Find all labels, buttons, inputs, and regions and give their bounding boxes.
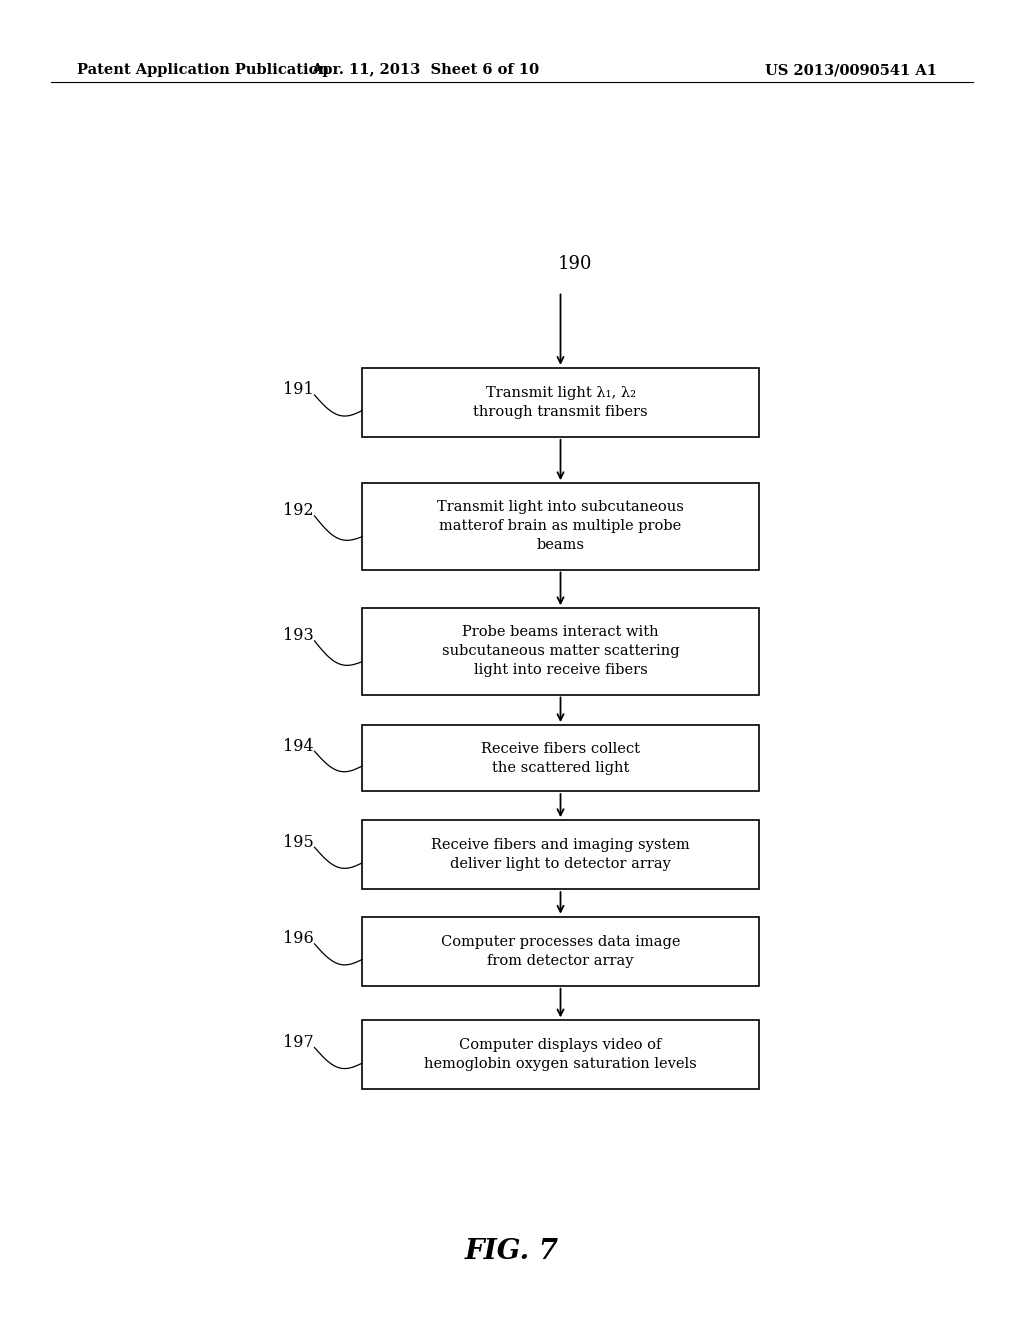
Text: Transmit light into subcutaneous
matterof brain as multiple probe
beams: Transmit light into subcutaneous mattero… [437,500,684,552]
FancyBboxPatch shape [362,609,759,694]
Text: 193: 193 [283,627,313,644]
Text: Receive fibers collect
the scattered light: Receive fibers collect the scattered lig… [481,742,640,775]
Text: Patent Application Publication: Patent Application Publication [77,63,329,78]
FancyBboxPatch shape [362,820,759,890]
FancyBboxPatch shape [362,916,759,986]
Text: 197: 197 [283,1034,313,1051]
Text: 195: 195 [283,834,313,850]
Text: Transmit light λ₁, λ₂
through transmit fibers: Transmit light λ₁, λ₂ through transmit f… [473,385,648,418]
Text: Computer displays video of
hemoglobin oxygen saturation levels: Computer displays video of hemoglobin ox… [424,1039,697,1072]
FancyBboxPatch shape [362,368,759,437]
Text: Probe beams interact with
subcutaneous matter scattering
light into receive fibe: Probe beams interact with subcutaneous m… [441,626,679,677]
Text: US 2013/0090541 A1: US 2013/0090541 A1 [765,63,937,78]
FancyBboxPatch shape [362,725,759,791]
FancyBboxPatch shape [362,483,759,569]
Text: 196: 196 [283,931,313,948]
Text: 190: 190 [557,255,592,273]
Text: Apr. 11, 2013  Sheet 6 of 10: Apr. 11, 2013 Sheet 6 of 10 [311,63,539,78]
Text: 192: 192 [283,503,313,519]
Text: Receive fibers and imaging system
deliver light to detector array: Receive fibers and imaging system delive… [431,838,690,871]
Text: 191: 191 [283,381,313,399]
Text: FIG. 7: FIG. 7 [465,1238,559,1265]
Text: Computer processes data image
from detector array: Computer processes data image from detec… [440,935,680,968]
FancyBboxPatch shape [362,1020,759,1089]
Text: 194: 194 [283,738,313,755]
